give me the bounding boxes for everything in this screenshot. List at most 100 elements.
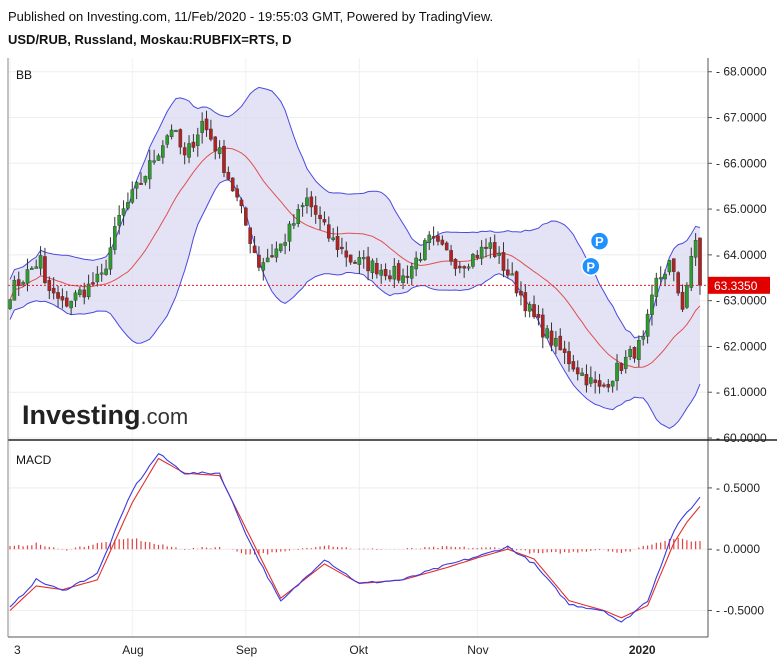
- candle-down: [209, 128, 213, 140]
- candle-down: [248, 227, 252, 244]
- macd-tick-label: - 0.5000: [716, 481, 760, 495]
- candle-up: [392, 265, 397, 280]
- candle-down: [431, 236, 436, 239]
- candle-down: [671, 258, 676, 272]
- candle-down: [440, 239, 445, 245]
- candle-up: [283, 242, 287, 246]
- candle-down: [632, 347, 637, 359]
- candle-up: [30, 267, 34, 270]
- bb-label: BB: [16, 68, 32, 82]
- candle-up: [12, 279, 17, 301]
- candle-down: [213, 136, 218, 152]
- candle-up: [117, 215, 121, 226]
- candle-up: [479, 246, 484, 259]
- candle-up: [589, 377, 593, 384]
- candle-up: [637, 340, 641, 360]
- candle-up: [488, 242, 493, 249]
- candle-up: [418, 258, 423, 261]
- time-tick-label: 3: [14, 643, 21, 657]
- investing-watermark: Investing.com: [22, 400, 188, 430]
- candle-down: [64, 297, 69, 307]
- candle-up: [34, 266, 39, 269]
- candle-down: [449, 250, 453, 262]
- candle-down: [388, 275, 392, 280]
- candle-down: [309, 196, 314, 208]
- candle-up: [466, 266, 471, 269]
- candle-up: [305, 197, 309, 207]
- candle-down: [501, 252, 506, 271]
- candle-down: [257, 254, 261, 268]
- candle-up: [689, 256, 694, 288]
- candle-up: [200, 120, 204, 133]
- candle-up: [287, 223, 292, 242]
- trade-marker-label: P: [586, 259, 595, 274]
- candle-up: [278, 243, 283, 252]
- candle-up: [610, 380, 615, 387]
- candle-up: [130, 189, 135, 203]
- candle-down: [444, 242, 449, 251]
- candle-up: [161, 145, 165, 158]
- candle-down: [252, 245, 257, 253]
- candle-down: [244, 207, 248, 226]
- time-tick-label: Aug: [122, 643, 143, 657]
- candle-up: [169, 129, 174, 138]
- candle-up: [78, 289, 82, 295]
- candle-down: [519, 290, 523, 296]
- candle-up: [113, 226, 117, 250]
- candle-down: [597, 380, 602, 387]
- candle-down: [139, 182, 143, 185]
- candle-down: [340, 246, 344, 250]
- candle-up: [357, 257, 362, 265]
- candle-down: [571, 361, 576, 370]
- signal-line: [9, 457, 701, 619]
- candle-down: [453, 258, 458, 269]
- candle-up: [379, 269, 384, 276]
- candle-up: [156, 155, 161, 161]
- candle-down: [43, 256, 47, 284]
- candle-up: [165, 135, 170, 145]
- price-tick-label: - 62.0000: [716, 339, 767, 353]
- price-tick-label: - 61.0000: [716, 385, 767, 399]
- candles: [8, 110, 702, 394]
- candle-up: [300, 205, 305, 208]
- candle-down: [335, 235, 340, 250]
- candle-down: [606, 383, 611, 388]
- candle-up: [147, 160, 152, 180]
- candle-up: [174, 130, 178, 133]
- time-tick-label: Nov: [467, 643, 488, 657]
- candle-down: [506, 269, 510, 276]
- candle-up: [414, 257, 418, 270]
- candle-down: [353, 261, 357, 264]
- trade-marker[interactable]: [581, 256, 601, 277]
- candle-down: [222, 145, 226, 173]
- candle-down: [484, 246, 488, 249]
- candle-up: [73, 292, 78, 301]
- candle-down: [82, 289, 87, 298]
- time-axis: 3 Aug Sep Okt Nov 2020: [14, 643, 656, 657]
- candle-down: [475, 254, 480, 259]
- price-tick-label: - 64.0000: [716, 248, 767, 262]
- candle-down: [226, 171, 231, 180]
- candle-up: [21, 282, 25, 285]
- candle-down: [549, 330, 554, 346]
- candle-up: [510, 273, 515, 276]
- candle-up: [527, 304, 532, 312]
- candle-down: [366, 256, 370, 272]
- macd-grid: [8, 487, 708, 611]
- time-tick-label: Okt: [349, 643, 368, 657]
- candle-down: [235, 188, 239, 198]
- candle-up: [99, 272, 104, 275]
- price-tick-label: - 66.0000: [716, 156, 767, 170]
- candle-up: [195, 134, 200, 146]
- candle-down: [567, 351, 571, 365]
- candle-up: [693, 239, 698, 258]
- candle-down: [492, 242, 497, 257]
- candle-up: [8, 299, 12, 309]
- price-tick-label: - 68.0000: [716, 65, 767, 79]
- candle-up: [104, 268, 108, 275]
- candle-up: [361, 257, 366, 260]
- trade-marker[interactable]: [589, 231, 610, 251]
- macd-axis: - 0.5000 - 0.0000 - -0.5000: [708, 481, 764, 617]
- candle-down: [239, 199, 244, 207]
- candle-down: [562, 348, 567, 353]
